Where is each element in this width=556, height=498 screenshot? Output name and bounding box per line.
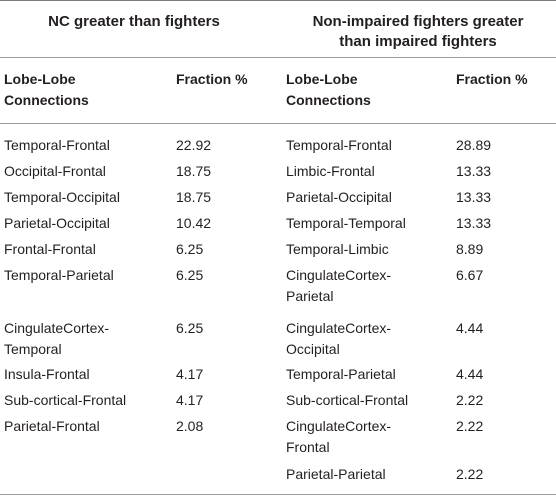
header-divider: [0, 57, 556, 58]
table-row-fraction: 6.25: [176, 241, 204, 257]
right-col1-line-2: Connections: [286, 92, 371, 108]
table-row-fraction: 13.33: [456, 215, 492, 231]
table-row-connection: Parietal-Frontal: [4, 416, 100, 437]
table-row-connection: Temporal-Parietal: [286, 364, 396, 385]
connection-line: Limbic-Frontal: [286, 163, 375, 179]
table-row-connection: Parietal-Occipital: [4, 213, 110, 234]
table-row-connection: CingulateCortex- Temporal: [4, 318, 109, 360]
left-group-header: NC greater than fighters: [48, 13, 220, 30]
left-col-fraction-header: Fraction %: [176, 71, 248, 87]
connection-line: Temporal-Occipital: [4, 189, 120, 205]
table-row-fraction: 18.75: [176, 163, 212, 179]
table-row-connection: Limbic-Frontal: [286, 161, 375, 182]
table-row-connection: Parietal-Parietal: [286, 464, 386, 485]
table-row-fraction: 10.42: [176, 215, 212, 231]
connection-line: Frontal: [286, 439, 330, 455]
table-row-connection: Temporal-Temporal: [286, 213, 406, 234]
connection-line: CingulateCortex-: [286, 267, 392, 283]
table-row-connection: Temporal-Limbic: [286, 239, 389, 260]
connection-line: Temporal: [4, 341, 62, 357]
connection-line: CingulateCortex-: [4, 320, 110, 336]
table-row-connection: Insula-Frontal: [4, 364, 90, 385]
table-top-rule: [0, 0, 556, 1]
right-header-line-1: Non-impaired fighters greater: [312, 13, 524, 30]
table-bottom-rule: [0, 494, 556, 495]
connection-line: Insula-Frontal: [4, 366, 90, 382]
table-row-fraction: 4.44: [456, 366, 484, 382]
connection-line: Temporal-Limbic: [286, 241, 389, 257]
connection-line: Temporal-Parietal: [286, 366, 396, 382]
table-row-connection: Occipital-Frontal: [4, 161, 106, 182]
table-row-fraction: 28.89: [456, 137, 492, 153]
table-row-fraction: 2.22: [456, 418, 484, 434]
table-row-fraction: 2.22: [456, 392, 484, 408]
right-col-connections-header: Lobe-Lobe Connections: [286, 69, 371, 111]
connection-line: Parietal-Parietal: [286, 466, 386, 482]
left-col1-line-2: Connections: [4, 92, 89, 108]
connection-line: Frontal-Frontal: [4, 241, 96, 257]
table-row-fraction: 13.33: [456, 189, 492, 205]
connection-line: Sub-cortical-Frontal: [4, 392, 127, 408]
table-row-connection: Sub-cortical-Frontal: [286, 390, 408, 411]
table-row-connection: Sub-cortical-Frontal: [4, 390, 126, 411]
table-row-connection: Temporal-Frontal: [4, 135, 110, 156]
left-col1-line-1: Lobe-Lobe: [4, 71, 76, 87]
left-col-connections-header: Lobe-Lobe Connections: [4, 69, 89, 111]
table-row-fraction: 13.33: [456, 163, 492, 179]
connection-line: Occipital-Frontal: [4, 163, 106, 179]
connection-line: Temporal-Temporal: [286, 215, 406, 231]
connection-line: Sub-cortical-Frontal: [286, 392, 409, 408]
table-row-fraction: 18.75: [176, 189, 212, 205]
connection-line: CingulateCortex-: [286, 418, 392, 434]
connection-line: Temporal-Frontal: [4, 137, 110, 153]
table-row-fraction: 6.25: [176, 267, 204, 283]
table-row-connection: CingulateCortex- Frontal: [286, 416, 391, 458]
connection-line: Occipital: [286, 341, 340, 357]
subheader-divider: [0, 123, 556, 124]
table-row-connection: Frontal-Frontal: [4, 239, 96, 260]
connection-line: Temporal-Frontal: [286, 137, 392, 153]
connection-line: Parietal: [286, 288, 334, 304]
table-row-fraction: 4.17: [176, 366, 204, 382]
connection-line: Parietal-Frontal: [4, 418, 100, 434]
table-row-fraction: 6.25: [176, 320, 204, 336]
right-col1-line-1: Lobe-Lobe: [286, 71, 358, 87]
table-row-connection: CingulateCortex- Parietal: [286, 265, 391, 307]
table-row-connection: Temporal-Parietal: [4, 265, 114, 286]
table-row-fraction: 22.92: [176, 137, 212, 153]
table-row-fraction: 4.44: [456, 320, 484, 336]
right-col-fraction-header: Fraction %: [456, 71, 528, 87]
connection-line: CingulateCortex-: [286, 320, 392, 336]
table-row-fraction: 8.89: [456, 241, 484, 257]
connection-line: Parietal-Occipital: [4, 215, 110, 231]
connection-line: Parietal-Occipital: [286, 189, 392, 205]
table-row-fraction: 4.17: [176, 392, 204, 408]
table-row-connection: Parietal-Occipital: [286, 187, 392, 208]
table-row-connection: CingulateCortex- Occipital: [286, 318, 391, 360]
table-row-fraction: 6.67: [456, 267, 484, 283]
table-row-connection: Temporal-Occipital: [4, 187, 120, 208]
right-header-line-2: than impaired fighters: [339, 33, 497, 50]
table-row-fraction: 2.08: [176, 418, 204, 434]
right-group-header: Non-impaired fighters greater than impai…: [280, 12, 556, 52]
table-row-connection: Temporal-Frontal: [286, 135, 392, 156]
table-row-fraction: 2.22: [456, 466, 484, 482]
connection-line: Temporal-Parietal: [4, 267, 114, 283]
